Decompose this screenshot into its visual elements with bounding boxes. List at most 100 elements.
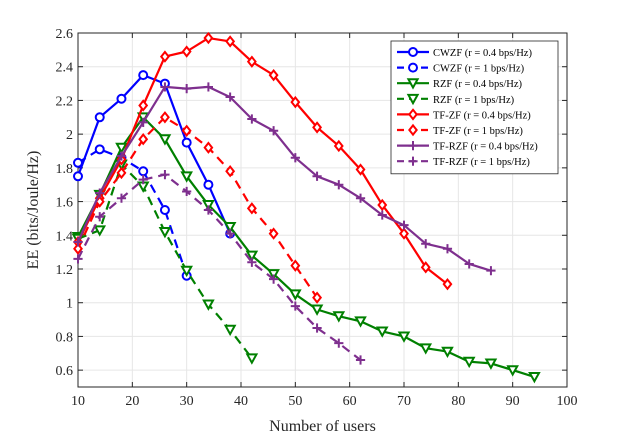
data-point — [399, 220, 409, 230]
legend-label: TF-ZF (r = 1 bps/Hz) — [433, 126, 523, 137]
legend-marker — [408, 62, 418, 73]
legend-item: RZF (r = 0.4 bps/Hz) — [397, 78, 523, 90]
data-point — [442, 277, 453, 291]
data-point — [421, 239, 431, 249]
data-point — [246, 202, 257, 215]
x-tick-label: 60 — [343, 394, 357, 409]
data-point — [94, 112, 105, 123]
data-point — [312, 291, 323, 304]
data-point — [73, 171, 83, 182]
legend-item: RZF (r = 1 bps/Hz) — [397, 93, 515, 106]
data-point — [138, 132, 149, 146]
x-tick-label: 50 — [288, 394, 302, 409]
data-point — [180, 265, 193, 278]
x-tick-label: 20 — [125, 394, 139, 409]
data-point — [268, 227, 279, 240]
data-point — [115, 142, 128, 155]
data-point — [268, 68, 279, 82]
legend-label: TF-RZF (r = 1 bps/Hz) — [433, 157, 530, 168]
legend-label: CWZF (r = 1 bps/Hz) — [433, 64, 525, 75]
data-point — [160, 170, 170, 180]
data-point — [116, 151, 127, 161]
data-point — [73, 242, 83, 255]
series-8 — [73, 170, 366, 365]
y-tick-label: 2.6 — [56, 27, 74, 42]
data-point — [225, 35, 236, 48]
x-tick-label: 80 — [451, 394, 465, 409]
data-point — [420, 261, 431, 274]
data-point — [312, 121, 323, 134]
data-point — [290, 259, 301, 272]
data-point — [181, 45, 192, 58]
data-point — [73, 157, 83, 168]
data-point — [267, 269, 280, 281]
series-line — [77, 116, 319, 299]
data-point — [290, 95, 301, 109]
y-tick-label: 0.6 — [56, 364, 74, 379]
data-point — [355, 163, 366, 176]
data-point — [159, 50, 170, 63]
y-tick-label: 2 — [66, 128, 73, 143]
series-line — [77, 173, 362, 361]
data-point — [377, 198, 388, 212]
data-point — [138, 166, 149, 177]
data-point — [486, 266, 496, 276]
y-axis-label: EE (bits/Joule/Hz) — [25, 151, 42, 270]
data-point — [95, 212, 105, 222]
data-point — [116, 193, 127, 203]
data-point — [138, 70, 149, 81]
legend-item: TF-ZF (r = 1 bps/Hz) — [397, 123, 523, 137]
data-point — [375, 326, 389, 338]
data-point — [203, 82, 213, 92]
legend-label: RZF (r = 0.4 bps/Hz) — [433, 79, 523, 90]
data-point — [223, 221, 237, 234]
x-tick-label: 10 — [71, 394, 85, 409]
x-tick-label: 40 — [234, 394, 248, 409]
data-point — [73, 237, 83, 247]
data-point — [506, 365, 519, 377]
data-point — [245, 353, 259, 365]
data-point — [158, 134, 172, 146]
data-point — [290, 301, 300, 311]
data-point — [484, 358, 498, 370]
data-point — [334, 180, 344, 190]
legend: CWZF (r = 0.4 bps/Hz) CWZF (r = 1 bps/Hz)… — [390, 40, 559, 175]
data-point — [202, 200, 215, 212]
data-point — [225, 92, 235, 102]
data-point — [94, 144, 105, 155]
legend-marker — [408, 123, 418, 137]
data-point — [441, 346, 454, 359]
legend-box — [390, 40, 559, 175]
data-point — [95, 188, 105, 198]
x-axis-label: Number of users — [269, 418, 376, 435]
data-point — [355, 355, 366, 365]
data-point — [202, 299, 215, 311]
y-tick-label: 1.2 — [56, 263, 74, 278]
series-5 — [73, 31, 453, 291]
data-point — [290, 153, 300, 163]
x-tick-label: 70 — [397, 394, 411, 409]
legend-label: TF-RZF (r = 0.4 bps/Hz) — [433, 142, 538, 153]
data-point — [180, 171, 193, 183]
data-point — [93, 225, 107, 237]
series-line — [77, 36, 449, 286]
data-point — [247, 257, 257, 267]
data-point — [203, 205, 213, 215]
data-point — [223, 324, 237, 337]
data-point — [355, 193, 366, 203]
legend-item: TF-RZF (r = 1 bps/Hz) — [397, 156, 530, 168]
data-point — [160, 82, 170, 92]
data-point — [332, 311, 346, 323]
legend-item: CWZF (r = 0.4 bps/Hz) — [397, 47, 532, 59]
data-point — [138, 117, 148, 127]
legend-label: TF-ZF (r = 0.4 bps/Hz) — [433, 110, 531, 121]
data-point — [203, 179, 214, 190]
data-point — [247, 114, 257, 124]
data-point — [399, 227, 409, 240]
data-point — [203, 31, 214, 45]
data-point — [245, 250, 259, 262]
data-point — [138, 99, 149, 112]
legend-marker — [408, 141, 418, 151]
data-point — [442, 244, 453, 254]
